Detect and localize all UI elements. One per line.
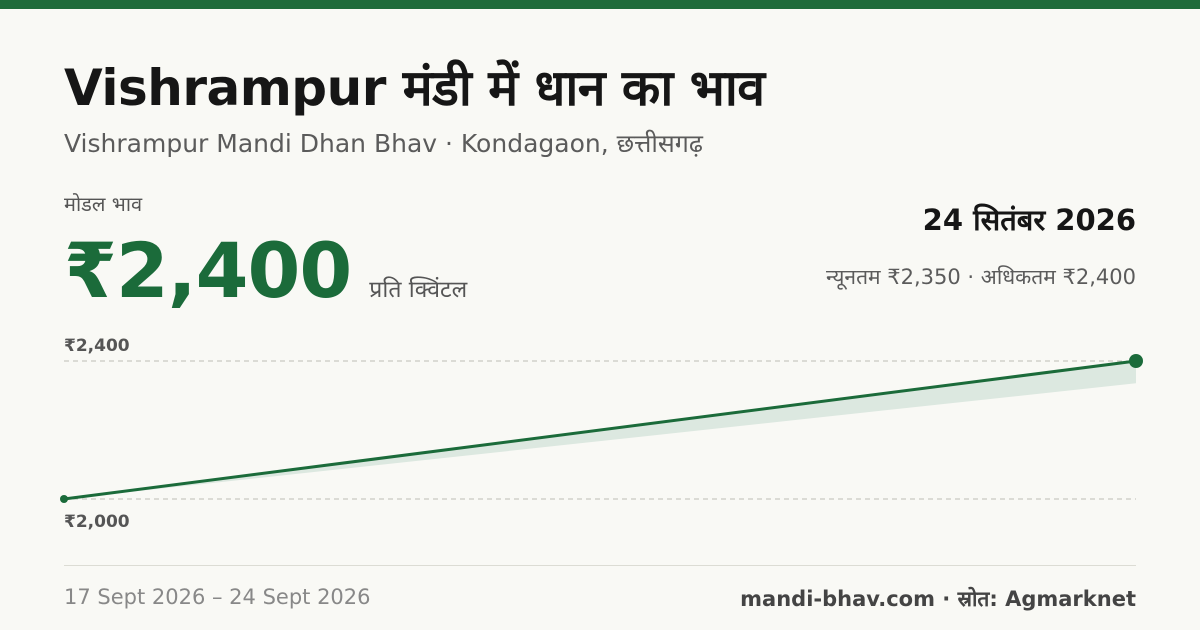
price-trend-chart: ₹2,400 ₹2,000	[60, 336, 1143, 532]
date-range: 17 Sept 2026 – 24 Sept 2026	[64, 585, 371, 609]
page-subtitle: Vishrampur Mandi Dhan Bhav · Kondagaon, …	[64, 129, 703, 158]
min-max-price: न्यूनतम ₹2,350 · अधिकतम ₹2,400	[826, 265, 1136, 289]
modal-price-label: मोडल भाव	[64, 192, 143, 216]
modal-price-line	[63, 359, 1137, 501]
report-date: 24 सितंबर 2026	[922, 203, 1136, 237]
price-point	[60, 495, 68, 503]
source-credit: mandi-bhav.com · स्रोत: Agmarknet	[740, 587, 1136, 611]
y-tick-label: ₹2,400	[64, 336, 130, 356]
price-unit: प्रति क्विंटल	[369, 277, 468, 303]
footer-divider	[64, 565, 1136, 566]
modal-price-value: ₹2,400	[64, 226, 352, 315]
page-title: Vishrampur मंडी में धान का भाव	[64, 59, 765, 117]
y-tick-label: ₹2,000	[64, 512, 130, 532]
latest-price-point	[1129, 354, 1143, 368]
top-accent-bar	[0, 0, 1200, 9]
price-row: ₹2,400 प्रति क्विंटल	[64, 226, 467, 315]
